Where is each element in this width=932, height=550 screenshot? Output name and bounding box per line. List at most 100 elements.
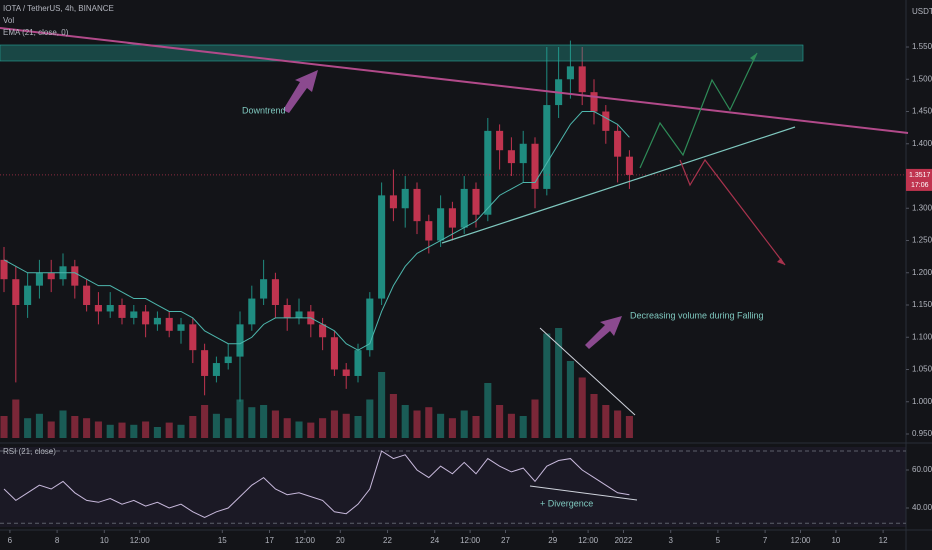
x-tick-label: 24: [430, 536, 439, 545]
candle-body: [366, 298, 374, 351]
candle-body: [94, 305, 102, 312]
arrow-head: [750, 53, 757, 61]
volume-bar: [401, 405, 409, 438]
candle-body: [165, 317, 173, 331]
y-tick-label: 1.5500: [912, 42, 932, 51]
candle-body: [236, 324, 244, 357]
volume-bar: [0, 416, 8, 438]
annotation: Downtrend: [242, 105, 286, 115]
candle-body: [413, 188, 421, 222]
rsi-legend: RSI (21, close): [3, 447, 56, 456]
downtrend-arrow: [283, 70, 318, 113]
volume-bar: [12, 399, 20, 438]
y-tick-label: 1.5000: [912, 74, 932, 83]
candle-body: [130, 311, 138, 318]
volume-bar: [236, 399, 244, 438]
volume-bar: [260, 405, 268, 438]
x-tick-label: 12:00: [578, 536, 599, 545]
x-tick-label: 27: [501, 536, 510, 545]
volume-bar: [543, 333, 551, 438]
candle-body: [260, 279, 268, 299]
ema-legend: EMA (21, close, 0): [3, 28, 69, 37]
volume-bar: [578, 377, 586, 438]
volume-bar: [330, 410, 338, 438]
volume-bar: [448, 418, 456, 438]
volume-bar: [142, 421, 150, 438]
candle-body: [153, 317, 161, 325]
divergence-line: [529, 485, 638, 501]
x-tick-label: 15: [218, 536, 227, 545]
candle-body: [602, 111, 610, 131]
volume-bar: [566, 361, 574, 438]
price-tag-label: 1.3517: [909, 172, 931, 179]
ema-line: [3, 111, 630, 351]
y-tick-label: 1.3000: [912, 203, 932, 212]
volume-bar: [271, 410, 279, 438]
x-tick-label: 29: [548, 536, 557, 545]
candle-body: [0, 259, 8, 280]
x-tick-label: 12:00: [295, 536, 316, 545]
candle-body: [507, 150, 515, 164]
candle-body: [437, 208, 445, 241]
volume-bar: [130, 424, 138, 438]
volume-bar: [201, 405, 209, 438]
candle-body: [283, 305, 291, 318]
volume-bar: [625, 416, 633, 438]
volume-bar: [519, 416, 527, 438]
volume-bar: [531, 399, 539, 438]
downtrend-line: [0, 27, 909, 134]
volume-bar: [165, 422, 173, 438]
x-tick-label: 6: [8, 536, 13, 545]
x-tick-label: 7: [763, 536, 768, 545]
volume-bar: [106, 424, 114, 438]
volume-bar: [307, 422, 315, 438]
x-tick-label: 5: [716, 536, 721, 545]
resistance-zone: [0, 44, 804, 62]
x-tick-label: 20: [336, 536, 345, 545]
currency: USDT: [912, 7, 932, 16]
candle-body: [189, 324, 197, 351]
y-tick-label: 1.1500: [912, 300, 932, 309]
candle-body: [472, 188, 480, 215]
y-tick-label: 1.2000: [912, 268, 932, 277]
y-tick-label: 60.00: [912, 465, 932, 474]
volume-bar: [366, 399, 374, 438]
candle-body: [106, 305, 114, 312]
volume-bar: [602, 405, 610, 438]
y-tick-label: 1.4000: [912, 139, 932, 148]
volume-bar: [354, 416, 362, 438]
candle-body: [342, 369, 350, 376]
candle-body: [118, 305, 126, 318]
y-tick-label: 1.2500: [912, 236, 932, 245]
volume-bar: [83, 418, 91, 438]
candle-body: [578, 66, 586, 93]
rsi-pane: [0, 447, 906, 527]
volume-bar: [212, 413, 220, 438]
candle-body: [201, 350, 209, 376]
volume-bar: [342, 413, 350, 438]
marks: [0, 40, 906, 524]
arrow-head: [777, 258, 785, 265]
volume-bar: [177, 424, 185, 438]
volume-trend: [539, 327, 636, 416]
volume-bar: [378, 372, 386, 438]
volume-bar: [59, 410, 67, 438]
candle-body: [566, 66, 574, 80]
candle-body: [378, 195, 386, 299]
y-tick-label: 1.1000: [912, 332, 932, 341]
volume-bar: [437, 413, 445, 438]
candle-body: [389, 195, 397, 209]
x-tick-label: 12:00: [460, 536, 481, 545]
candle-body: [531, 143, 539, 189]
volume-bar: [484, 383, 492, 438]
candle-body: [590, 92, 598, 112]
candle-body: [295, 311, 303, 318]
volume-bar: [295, 421, 303, 438]
candle-body: [47, 272, 55, 280]
candle-body: [484, 130, 492, 215]
countdown: 17:06: [911, 182, 929, 189]
candle-body: [448, 208, 456, 228]
bull-projection: [639, 52, 758, 169]
